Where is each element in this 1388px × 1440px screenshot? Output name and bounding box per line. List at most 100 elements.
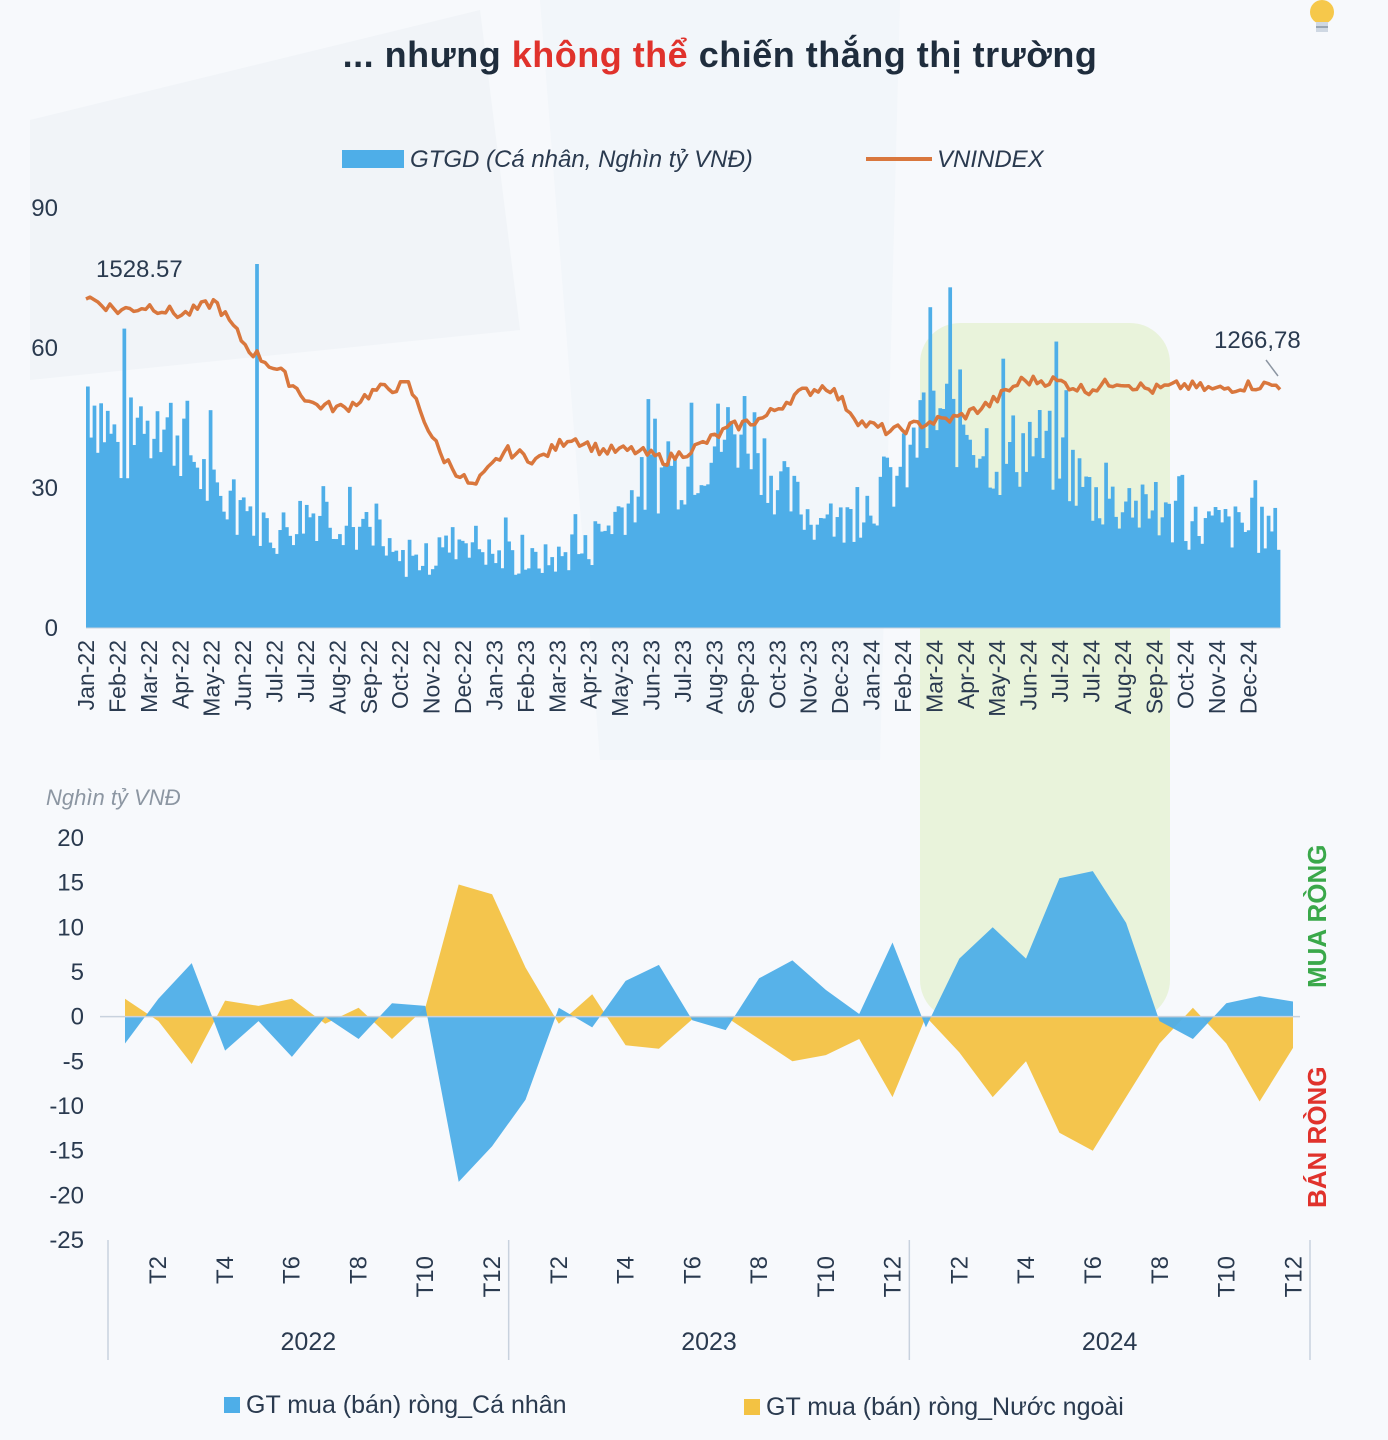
top-x-tick-label: Oct-23	[764, 640, 790, 709]
volume-bar	[265, 518, 269, 628]
volume-bar	[331, 538, 336, 628]
volume-bar	[1153, 482, 1158, 628]
volume-bar	[202, 459, 206, 628]
top-x-tick-label: Sep-24	[1141, 640, 1167, 714]
volume-bar	[158, 452, 163, 628]
legend-individual-label: GT mua (bán) ròng_Cá nhân	[246, 1391, 567, 1419]
volume-bar	[537, 568, 541, 628]
volume-bar	[530, 548, 535, 628]
volume-bar	[1021, 433, 1026, 628]
volume-bar	[188, 455, 193, 628]
top-y-tick-label: 0	[45, 615, 58, 642]
volume-bar	[1107, 498, 1112, 628]
volume-bar	[590, 565, 594, 628]
bottom-y-tick-label: 5	[71, 959, 84, 986]
volume-bar	[659, 467, 664, 628]
volume-bar	[168, 402, 173, 628]
volume-bar	[1127, 488, 1132, 628]
volume-bar	[357, 526, 362, 628]
volume-bar	[1140, 484, 1145, 628]
volume-bar	[334, 539, 339, 628]
volume-bar	[619, 507, 624, 628]
volume-bar	[799, 514, 803, 628]
volume-bar	[162, 429, 166, 628]
volume-bars	[86, 264, 1281, 629]
bottom-x-tick-label: T2	[546, 1256, 573, 1284]
volume-bar	[726, 407, 730, 628]
volume-bar	[285, 527, 289, 628]
top-x-tick-label: Jan-24	[859, 640, 885, 711]
volume-bar	[122, 328, 127, 628]
volume-bar	[646, 399, 651, 628]
volume-bar	[212, 469, 216, 628]
volume-bar	[1057, 478, 1062, 628]
volume-bar	[948, 287, 953, 628]
volume-bar	[523, 569, 528, 628]
volume-bar	[397, 561, 402, 628]
volume-bar	[981, 456, 986, 628]
volume-bar	[765, 502, 770, 628]
volume-bar	[109, 433, 113, 628]
volume-bar	[875, 525, 880, 628]
volume-bar	[102, 442, 107, 628]
volume-bar	[792, 475, 797, 628]
legend-individual-swatch	[224, 1397, 240, 1413]
top-legend: GTGD (Cá nhân, Nghìn tỷ VNĐ) VNINDEX	[342, 146, 1045, 173]
volume-bar	[218, 495, 223, 628]
volume-bar	[882, 456, 886, 628]
volume-bar	[845, 507, 850, 628]
volume-bar	[288, 535, 293, 628]
bottom-x-tick-label: T12	[479, 1256, 506, 1297]
volume-bar	[1273, 507, 1278, 628]
top-x-tick-label: Oct-24	[1173, 640, 1199, 709]
volume-bar	[968, 439, 972, 628]
volume-bar	[706, 484, 710, 628]
volume-bar	[271, 548, 276, 628]
bottom-y-tick-label: 10	[57, 914, 84, 941]
volume-bar	[1004, 463, 1009, 628]
top-x-tick-label: Feb-22	[104, 640, 130, 713]
volume-bar	[779, 471, 783, 628]
volume-bar	[430, 569, 435, 628]
volume-bar	[145, 420, 150, 628]
volume-bar	[865, 495, 870, 628]
volume-bar	[311, 513, 316, 628]
volume-bar	[762, 438, 767, 628]
volume-bar	[268, 542, 273, 628]
volume-bar	[92, 405, 97, 628]
volume-bar	[872, 523, 876, 628]
volume-bar	[653, 418, 657, 628]
bottom-x-tick-label: T6	[679, 1256, 706, 1284]
volume-bar	[991, 488, 996, 628]
bottom-x-axis: 2022 2023 2024 T2 T4 T6 T8 T10 T12 T2 T4 T6 T8 T10 T12…	[107, 1240, 1311, 1360]
volume-bar	[1097, 518, 1102, 628]
volume-bar	[1124, 501, 1128, 628]
volume-bar	[1180, 474, 1185, 628]
volume-bar	[673, 458, 677, 628]
volume-bar	[1193, 506, 1198, 628]
volume-bar	[570, 534, 574, 628]
volume-bar	[636, 496, 641, 628]
volume-bar	[998, 495, 1002, 628]
volume-bar	[852, 541, 856, 628]
volume-bar	[686, 466, 691, 628]
volume-bar	[1216, 510, 1221, 628]
volume-bar	[629, 490, 634, 628]
volume-bar	[848, 509, 853, 628]
volume-bar	[666, 441, 671, 628]
volume-bar	[712, 446, 717, 628]
volume-bar	[195, 467, 200, 628]
volume-bar	[613, 511, 618, 628]
volume-bar	[1094, 487, 1098, 628]
volume-bar	[500, 568, 505, 628]
volume-bar	[427, 574, 432, 628]
volume-bar	[178, 476, 183, 628]
volume-bar	[576, 554, 581, 628]
volume-bar	[1250, 497, 1254, 628]
volume-bar	[918, 400, 923, 628]
volume-bar	[1130, 517, 1135, 628]
volume-bar	[908, 444, 913, 628]
top-x-tick-label: Nov-22	[419, 640, 445, 714]
sell-side-label: BÁN RÒNG	[1302, 1066, 1332, 1208]
volume-bar	[245, 511, 249, 628]
